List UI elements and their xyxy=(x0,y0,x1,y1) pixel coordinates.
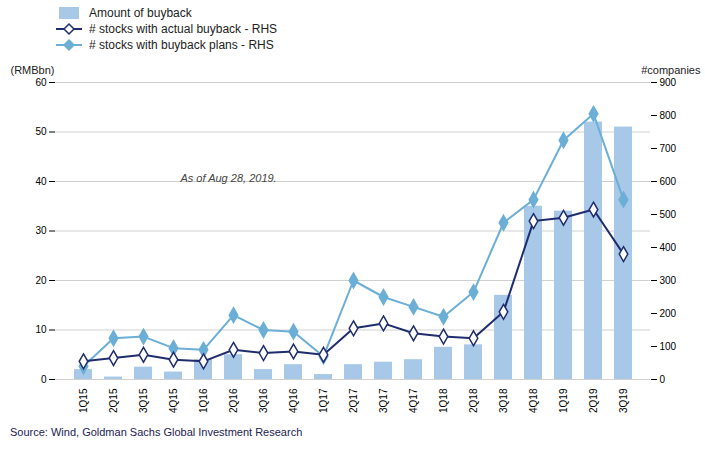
svg-text:900: 900 xyxy=(660,77,677,88)
svg-text:50: 50 xyxy=(35,126,47,137)
svg-text:100: 100 xyxy=(660,341,677,352)
svg-text:0: 0 xyxy=(41,374,47,385)
svg-text:1Q16: 1Q16 xyxy=(198,388,209,413)
svg-text:300: 300 xyxy=(660,275,677,286)
html-text:# stocks with actual buyback -: # stocks with actual buyback - RHS xyxy=(89,22,278,36)
svg-text:20: 20 xyxy=(35,275,47,286)
svg-text:500: 500 xyxy=(660,209,677,220)
svg-text:4Q15: 4Q15 xyxy=(168,388,179,413)
svg-text:2Q16: 2Q16 xyxy=(228,388,239,413)
svg-text:400: 400 xyxy=(660,242,677,253)
svg-text:800: 800 xyxy=(660,110,677,121)
svg-text:700: 700 xyxy=(660,143,677,154)
svg-text:3Q15: 3Q15 xyxy=(138,388,149,413)
svg-text:2Q18: 2Q18 xyxy=(468,388,479,413)
svg-text:4Q18: 4Q18 xyxy=(528,388,539,413)
html-text:Source: Wind, Goldman Sachs Gl: Source: Wind, Goldman Sachs Global Inves… xyxy=(10,426,303,438)
svg-text:1Q18: 1Q18 xyxy=(438,388,449,413)
svg-text:0: 0 xyxy=(660,374,666,385)
svg-text:2Q15: 2Q15 xyxy=(108,388,119,413)
svg-text:1Q17: 1Q17 xyxy=(318,388,329,413)
svg-text:3Q16: 3Q16 xyxy=(258,388,269,413)
svg-text:4Q16: 4Q16 xyxy=(288,388,299,413)
svg-text:60: 60 xyxy=(35,77,47,88)
svg-text:1Q19: 1Q19 xyxy=(558,388,569,413)
svg-text:30: 30 xyxy=(35,225,47,236)
svg-text:600: 600 xyxy=(660,176,677,187)
svg-text:3Q18: 3Q18 xyxy=(498,388,509,413)
svg-text:3Q17: 3Q17 xyxy=(378,388,389,413)
svg-text:(RMBbn): (RMBbn) xyxy=(11,64,55,76)
svg-text:2Q19: 2Q19 xyxy=(588,388,599,413)
html-text:# stocks with buyback plans -: # stocks with buyback plans - RHS xyxy=(89,38,274,52)
svg-text:#companies: #companies xyxy=(641,64,701,76)
svg-text:4Q17: 4Q17 xyxy=(408,388,419,413)
svg-text:3Q19: 3Q19 xyxy=(618,388,629,413)
html-text:Amount of buyback: Amount of buyback xyxy=(89,6,192,20)
svg-text:10: 10 xyxy=(35,324,47,335)
svg-text:2Q17: 2Q17 xyxy=(348,388,359,413)
svg-text:200: 200 xyxy=(660,308,677,319)
svg-text:As of Aug 28, 2019.: As of Aug 28, 2019. xyxy=(179,172,276,184)
svg-text:1Q15: 1Q15 xyxy=(78,388,89,413)
svg-text:40: 40 xyxy=(35,176,47,187)
